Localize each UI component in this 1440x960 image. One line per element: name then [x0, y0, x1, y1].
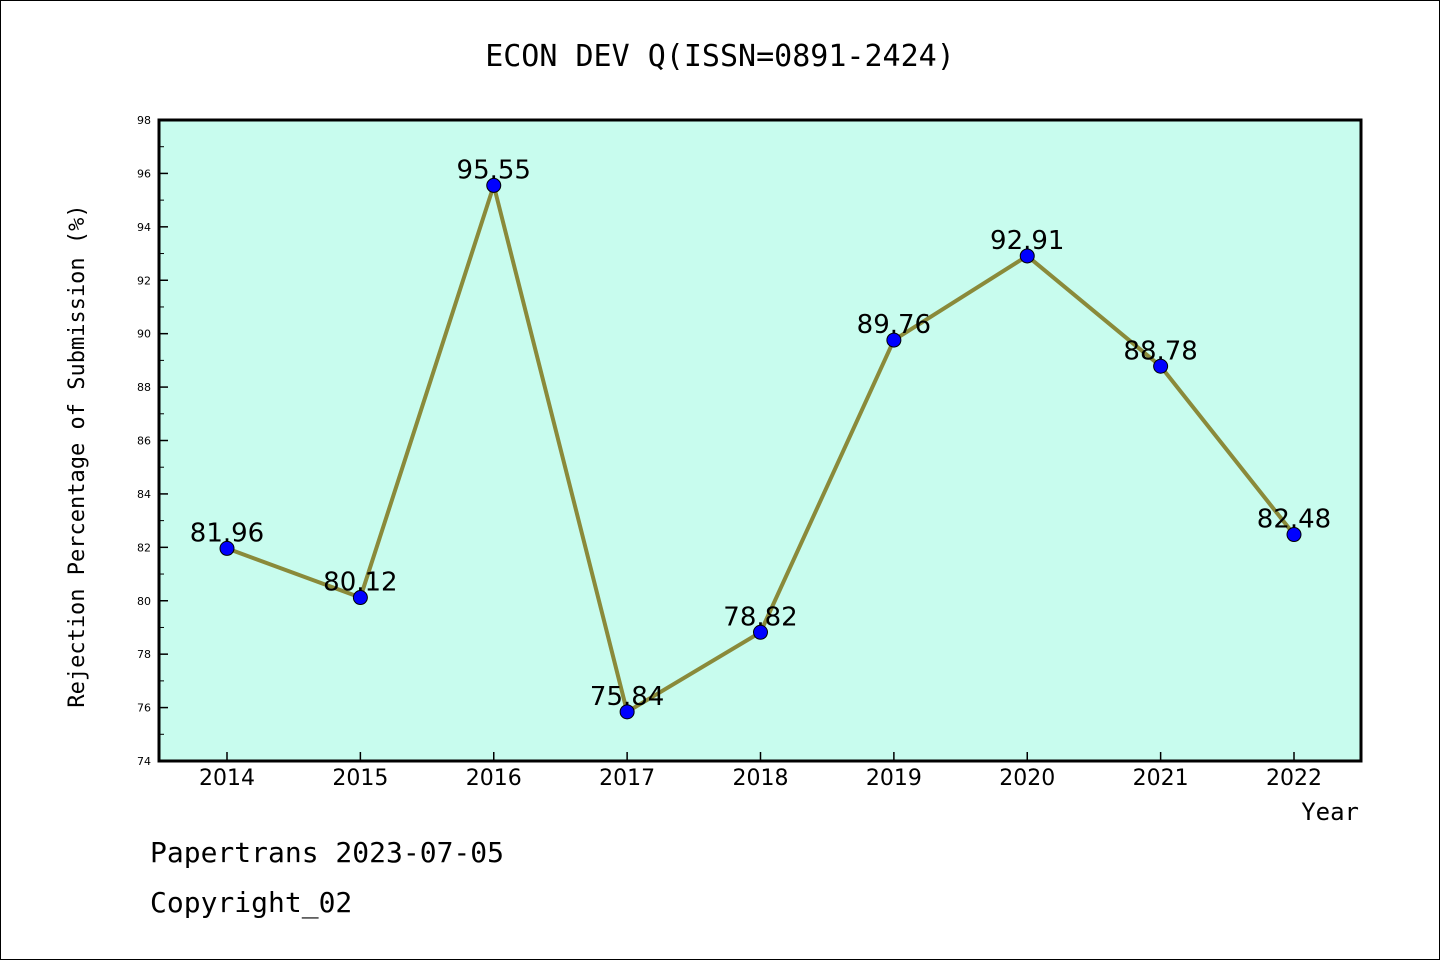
- data-label: 80.12: [323, 568, 397, 598]
- data-point: [1153, 358, 1169, 374]
- y-tick-label: 94: [137, 221, 151, 234]
- data-label: 75.84: [590, 682, 664, 712]
- y-tick-label: 98: [137, 114, 151, 127]
- data-point: [1286, 527, 1302, 543]
- x-tick-label: 2020: [999, 766, 1055, 791]
- data-point: [486, 177, 502, 193]
- x-tick-label: 2017: [599, 766, 655, 791]
- data-label: 78.82: [723, 602, 797, 632]
- x-tick-label: 2014: [199, 766, 255, 791]
- y-axis: 74 76 78 80 82 84 86 88 90 92 94 96 98: [137, 114, 168, 768]
- data-label: 95.55: [457, 155, 531, 185]
- x-tick-label: 2019: [866, 766, 922, 791]
- data-point: [753, 624, 768, 640]
- x-tick-label: 2015: [332, 766, 388, 791]
- plot-area: [157, 118, 1363, 763]
- data-point: [219, 540, 235, 556]
- footer-date: Papertrans 2023-07-05: [150, 836, 505, 869]
- y-tick-label: 80: [137, 595, 151, 608]
- series-rejection-percentage: 81.96 80.12 95.55 75.84 78.82 89.76 92.91 88.78…: [190, 155, 1331, 720]
- x-tick-label: 2018: [733, 766, 789, 791]
- y-tick-label: 78: [137, 648, 151, 661]
- x-axis: 2014 2015 2016 2017 2018 2019 2020 2021 2022: [199, 752, 1322, 791]
- x-tick-label: 2016: [466, 766, 522, 791]
- y-axis-label: Rejection Percentage of Submission (%): [65, 204, 90, 707]
- data-label: 88.78: [1123, 336, 1197, 366]
- data-point: [886, 332, 902, 348]
- data-point: [619, 704, 635, 720]
- y-tick-label: 86: [137, 435, 151, 448]
- y-tick-label: 82: [137, 541, 151, 554]
- data-label: 89.76: [857, 310, 931, 340]
- data-point: [352, 590, 368, 606]
- chart-title: ECON DEV Q(ISSN=0891-2424): [485, 39, 955, 74]
- x-axis-label: Year: [1301, 798, 1359, 826]
- x-tick-label: 2021: [1133, 766, 1189, 791]
- data-label: 92.91: [990, 226, 1064, 256]
- data-label: 82.48: [1257, 505, 1331, 535]
- y-tick-label: 74: [137, 755, 151, 768]
- y-tick-label: 76: [137, 702, 151, 715]
- data-point: [1019, 248, 1035, 264]
- x-tick-label: 2022: [1266, 766, 1322, 791]
- footer-copyright: Copyright_02: [150, 886, 353, 919]
- y-tick-label: 96: [137, 167, 151, 180]
- y-tick-label: 90: [137, 328, 151, 341]
- data-label: 81.96: [190, 518, 264, 548]
- y-tick-label: 88: [137, 381, 151, 394]
- y-tick-label: 92: [137, 274, 151, 287]
- y-tick-label: 84: [137, 488, 151, 501]
